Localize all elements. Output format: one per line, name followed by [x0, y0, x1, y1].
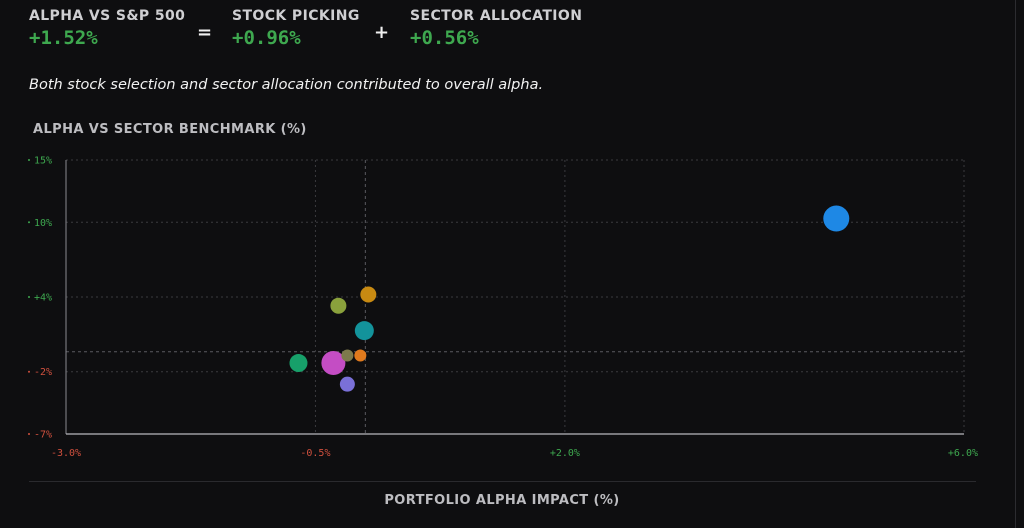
data-point	[354, 349, 367, 362]
panel-edge-divider	[1015, 0, 1016, 528]
y-tick-label: +4%	[34, 293, 52, 304]
alpha-vs-sp500-metric: ALPHA VS S&P 500 +1.52%	[29, 8, 185, 49]
data-point	[360, 286, 377, 303]
stock-picking-label: STOCK PICKING	[232, 8, 360, 24]
y-tick-label: -2%	[34, 367, 52, 378]
x-axis-label: PORTFOLIO ALPHA IMPACT (%)	[384, 493, 620, 508]
data-point	[354, 321, 374, 341]
x-tick-label: -3.0%	[51, 448, 81, 459]
y-tick-mark	[28, 221, 30, 224]
y-tick-mark	[28, 433, 30, 435]
x-tick-label: +2.0%	[550, 448, 580, 459]
data-point	[823, 205, 850, 232]
y-tick-label: 15%	[34, 156, 52, 167]
y-tick-mark	[28, 159, 30, 161]
chart-title: ALPHA VS SECTOR BENCHMARK (%)	[33, 122, 307, 137]
sector-allocation-metric: SECTOR ALLOCATION +0.56%	[410, 8, 582, 49]
x-tick-label: -0.5%	[300, 448, 330, 459]
sector-allocation-value: +0.56%	[410, 27, 479, 49]
alpha-vs-sp500-label: ALPHA VS S&P 500	[29, 8, 186, 24]
data-point	[339, 376, 355, 392]
stock-picking-value: +0.96%	[232, 27, 301, 49]
sector-allocation-label: SECTOR ALLOCATION	[410, 8, 583, 24]
stock-picking-metric: STOCK PICKING +0.96%	[232, 8, 360, 49]
data-point	[321, 351, 346, 376]
y-tick-mark	[28, 296, 30, 298]
alpha-vs-sp500-value: +1.52%	[29, 27, 98, 49]
data-point	[330, 297, 347, 314]
data-point	[341, 349, 354, 362]
chart-footer-divider	[29, 481, 976, 482]
equals-sign: =	[197, 22, 213, 43]
x-tick-label: +6.0%	[948, 448, 978, 459]
y-tick-label: 10%	[34, 218, 52, 229]
y-tick-label: -7%	[34, 430, 52, 441]
summary-text: Both stock selection and sector allocati…	[29, 77, 544, 93]
y-tick-mark	[28, 370, 30, 373]
data-point	[289, 354, 308, 373]
plus-sign: +	[374, 22, 390, 43]
